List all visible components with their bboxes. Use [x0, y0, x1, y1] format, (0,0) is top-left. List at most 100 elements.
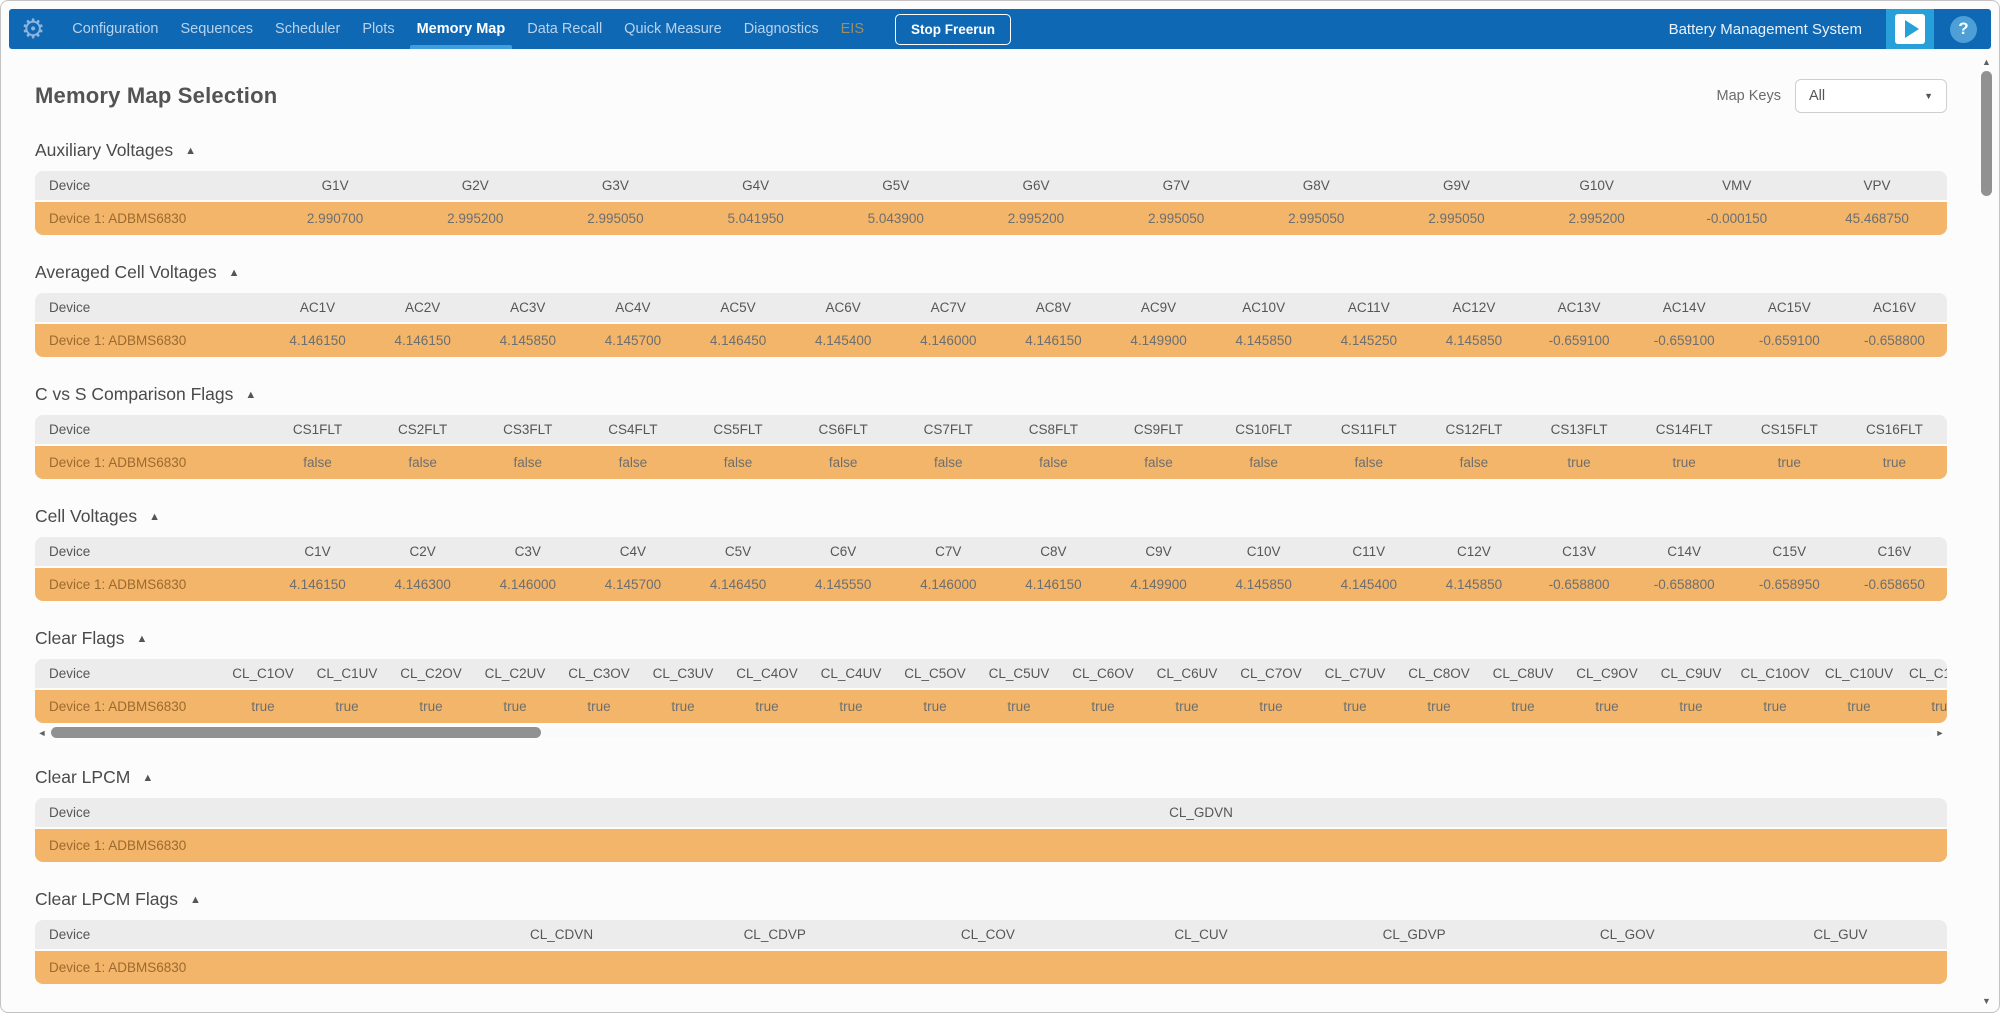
section-toggle[interactable]: Cell Voltages ▲ [35, 506, 1947, 527]
section-toggle[interactable]: C vs S Comparison Flags ▲ [35, 384, 1947, 405]
horizontal-scrollbar-thumb[interactable] [51, 727, 541, 738]
section-toggle[interactable]: Averaged Cell Voltages ▲ [35, 262, 1947, 283]
collapse-icon[interactable]: ▲ [189, 893, 201, 906]
value-cell: 4.146150 [394, 333, 451, 348]
value-cell: false [1039, 455, 1068, 470]
table-header-row: Device AC1V AC2V AC3V AC4V AC5V AC6V AC7V AC8V AC… [35, 293, 1947, 322]
stop-freerun-button[interactable]: Stop Freerun [895, 13, 1012, 45]
scroll-down-icon[interactable]: ▼ [1982, 996, 1991, 1006]
value-cell: false [303, 455, 332, 470]
column-header: CS5FLT [713, 422, 763, 437]
column-header: CS2FLT [398, 422, 448, 437]
value-cell: 2.995050 [1147, 211, 1205, 226]
nav-item-eis[interactable]: EIS [840, 21, 865, 37]
value-cell: 4.145400 [1340, 577, 1397, 592]
column-header: CL_C11OV [1908, 666, 1947, 681]
value-cell: false [934, 455, 963, 470]
value-cell: false [1144, 455, 1173, 470]
value-cell: 4.146450 [709, 333, 767, 348]
nav-item-scheduler[interactable]: Scheduler [275, 21, 341, 37]
data-table: Device AC1V AC2V AC3V AC4V AC5V AC6V AC7V AC8V AC… [35, 293, 1947, 357]
gear-icon[interactable]: ⚙ [21, 14, 46, 44]
map-keys-dropdown[interactable]: All ▼ [1795, 79, 1947, 113]
nav-item-plots[interactable]: Plots [362, 21, 395, 37]
section-title: Clear LPCM [35, 767, 131, 787]
column-header: C10V [1246, 544, 1281, 559]
app-title: Battery Management System [1668, 20, 1862, 38]
vertical-scrollbar[interactable]: ▲ ▼ [1979, 55, 1994, 1008]
value-cell: true [1511, 699, 1535, 714]
device-row[interactable]: Device 1: ADBMS6830 [35, 829, 1947, 862]
vertical-scrollbar-track[interactable] [1981, 69, 1992, 994]
device-name-cell: Device 1: ADBMS6830 [49, 838, 187, 853]
device-name-cell: Device 1: ADBMS6830 [49, 333, 187, 348]
section-clear-lpcm: Clear LPCM ▲ Device CL_GDVN Device 1: ADBMS6… [35, 767, 1947, 862]
column-header: CS12FLT [1445, 422, 1503, 437]
table-header-row: Device CL_GDVN [35, 798, 1947, 827]
device-column-header: Device [49, 422, 91, 437]
collapse-icon[interactable]: ▲ [142, 771, 154, 784]
column-header: CS10FLT [1235, 422, 1293, 437]
scroll-right-icon[interactable]: ► [1935, 727, 1945, 738]
column-header: CL_C2OV [400, 666, 462, 681]
help-icon[interactable]: ? [1950, 15, 1977, 43]
vertical-scrollbar-thumb[interactable] [1981, 71, 1992, 196]
horizontal-scrollbar-track[interactable] [49, 727, 1933, 738]
data-table: Device CS1FLT CS2FLT CS3FLT CS4FLT CS5FLT CS6F… [35, 415, 1947, 479]
play-button[interactable] [1886, 9, 1934, 49]
collapse-icon[interactable]: ▲ [185, 144, 197, 157]
nav-item-quick-measure[interactable]: Quick Measure [624, 21, 722, 37]
column-header: CL_C8UV [1492, 666, 1554, 681]
column-header: C1V [304, 544, 331, 559]
device-column-header: Device [49, 300, 91, 315]
nav-item-memory-map[interactable]: Memory Map [406, 9, 517, 49]
section-averaged-cell-voltages: Averaged Cell Voltages ▲ Device AC1V AC2V AC3… [35, 262, 1947, 357]
device-row[interactable]: Device 1: ADBMS6830 false false false false f… [35, 446, 1947, 479]
value-cell: true [1427, 699, 1451, 714]
nav-item-data-recall[interactable]: Data Recall [527, 21, 603, 37]
column-header: CS14FLT [1655, 422, 1713, 437]
device-row[interactable]: Device 1: ADBMS6830 true true true true true t… [35, 690, 1947, 723]
column-header: CS7FLT [923, 422, 973, 437]
collapse-icon[interactable]: ▲ [149, 510, 161, 523]
device-row[interactable]: Device 1: ADBMS6830 4.146150 4.146150 4.145… [35, 324, 1947, 357]
horizontal-scrollbar[interactable]: ◄ ► [35, 725, 1947, 740]
collapse-icon[interactable]: ▲ [136, 632, 148, 645]
value-cell: true [671, 699, 695, 714]
nav-item-sequences[interactable]: Sequences [180, 21, 254, 37]
device-name-cell: Device 1: ADBMS6830 [49, 960, 187, 975]
section-toggle[interactable]: Clear Flags ▲ [35, 628, 1947, 649]
column-header: AC3V [510, 300, 546, 315]
column-header: CS11FLT [1340, 422, 1397, 437]
column-header: G10V [1579, 178, 1614, 193]
collapse-icon[interactable]: ▲ [228, 266, 240, 279]
section-title: C vs S Comparison Flags [35, 384, 234, 404]
value-cell: 4.146150 [289, 333, 346, 348]
section-toggle[interactable]: Auxiliary Voltages ▲ [35, 140, 1947, 161]
column-header: C15V [1772, 544, 1807, 559]
scroll-left-icon[interactable]: ◄ [37, 727, 47, 738]
value-cell: false [1249, 455, 1278, 470]
column-header: CL_C8OV [1408, 666, 1470, 681]
device-row[interactable]: Device 1: ADBMS6830 2.990700 2.995200 2.995… [35, 202, 1947, 235]
nav-item-diagnostics[interactable]: Diagnostics [743, 21, 819, 37]
scroll-up-icon[interactable]: ▲ [1982, 57, 1991, 67]
value-cell: true [1763, 699, 1787, 714]
device-row[interactable]: Device 1: ADBMS6830 4.146150 4.146300 4.146… [35, 568, 1947, 601]
section-toggle[interactable]: Clear LPCM ▲ [35, 767, 1947, 788]
value-cell: 4.145400 [815, 333, 872, 348]
value-cell: -0.659100 [1548, 333, 1610, 348]
collapse-icon[interactable]: ▲ [245, 388, 257, 401]
section-c-vs-s-comparison-flags: C vs S Comparison Flags ▲ Device CS1FLT CS2F… [35, 384, 1947, 479]
column-header: C14V [1667, 544, 1702, 559]
nav-item-configuration[interactable]: Configuration [72, 21, 159, 37]
column-header: CL_CDVN [530, 927, 594, 942]
device-row[interactable]: Device 1: ADBMS6830 [35, 951, 1947, 984]
value-cell: 2.995050 [587, 211, 644, 226]
column-header: C9V [1145, 544, 1172, 559]
value-cell: 2.995200 [1568, 211, 1625, 226]
column-header: AC8V [1035, 300, 1072, 315]
value-cell: true [1595, 699, 1619, 714]
section-toggle[interactable]: Clear LPCM Flags ▲ [35, 889, 1947, 910]
column-header: CL_CDVP [743, 927, 806, 942]
